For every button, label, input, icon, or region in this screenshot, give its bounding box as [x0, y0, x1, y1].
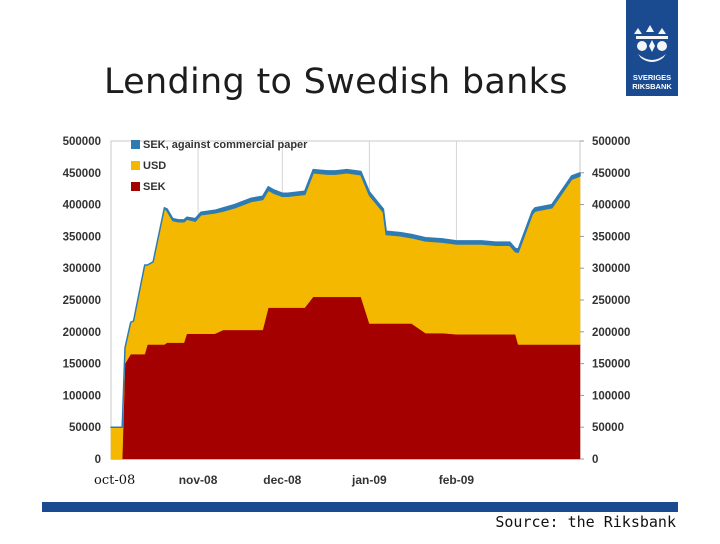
legend-label: SEK [143, 181, 166, 193]
x-tick-label: nov-08 [179, 473, 218, 487]
y-tick-label-left: 150000 [63, 359, 101, 371]
x-tick-label: feb-09 [439, 473, 475, 487]
x-tick-label: dec-08 [263, 473, 301, 487]
y-tick-label-right: 250000 [592, 295, 630, 307]
footer-bar [42, 502, 678, 512]
legend-swatch [131, 140, 140, 149]
legend-swatch [131, 182, 140, 191]
y-tick-label-right: 50000 [592, 422, 624, 434]
y-tick-label-left: 400000 [63, 200, 101, 212]
y-tick-label-left: 450000 [63, 168, 101, 180]
y-tick-label-right: 300000 [592, 263, 630, 275]
legend-label: SEK, against commercial paper [143, 139, 308, 151]
legend-label: USD [143, 160, 166, 172]
logo-text-line1: SVERIGES [633, 73, 671, 82]
y-tick-label-left: 100000 [63, 390, 101, 402]
y-tick-label-right: 100000 [592, 390, 630, 402]
y-tick-label-right: 150000 [592, 359, 630, 371]
y-tick-label-right: 200000 [592, 327, 630, 339]
y-tick-label-left: 300000 [63, 263, 101, 275]
y-tick-label-right: 350000 [592, 231, 630, 243]
area-series-sek-against-commercial-paper [110, 168, 581, 428]
y-tick-label-left: 0 [95, 454, 101, 466]
y-tick-label-right: 400000 [592, 200, 630, 212]
riksbank-logo: SVERIGES RIKSBANK [626, 0, 678, 96]
legend-swatch [131, 161, 140, 170]
x-tick-label: oct-08 [94, 473, 135, 488]
source-note: Source: the Riksbank [495, 513, 676, 531]
y-tick-label-right: 0 [592, 454, 598, 466]
logo-text-line2: RIKSBANK [632, 82, 672, 91]
y-tick-label-left: 50000 [69, 422, 101, 434]
y-tick-label-left: 500000 [63, 136, 101, 148]
y-tick-label-right: 500000 [592, 136, 630, 148]
y-tick-label-left: 200000 [63, 327, 101, 339]
slide-title: Lending to Swedish banks [104, 62, 568, 102]
y-tick-label-right: 450000 [592, 168, 630, 180]
y-tick-label-left: 350000 [63, 231, 101, 243]
x-tick-label: jan-09 [351, 473, 387, 487]
y-tick-label-left: 250000 [63, 295, 101, 307]
